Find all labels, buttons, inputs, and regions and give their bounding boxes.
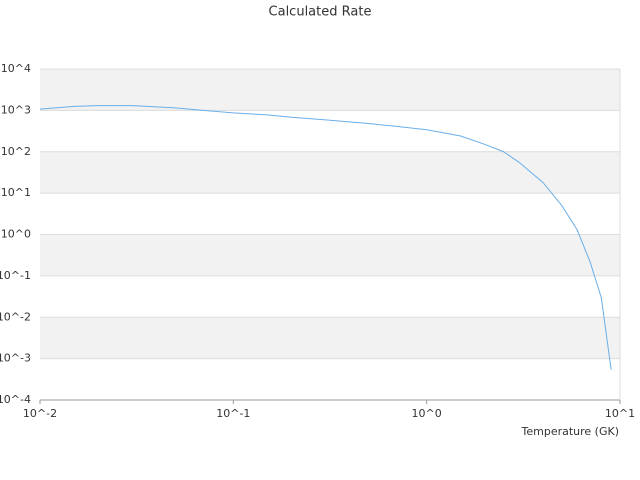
y-tick-label: 10^2 bbox=[1, 145, 31, 158]
band bbox=[40, 193, 620, 235]
band bbox=[40, 69, 620, 111]
x-tick-label: 10^-2 bbox=[23, 407, 57, 420]
band bbox=[40, 275, 620, 318]
y-tick-label: 10^-3 bbox=[0, 352, 31, 365]
y-tick-label: 10^1 bbox=[1, 186, 31, 199]
band bbox=[40, 234, 620, 276]
x-tick-label: 10^1 bbox=[605, 407, 635, 420]
x-axis-label: Temperature (GK) bbox=[521, 425, 620, 438]
y-tick-label: 10^3 bbox=[1, 103, 31, 116]
y-tick-label: 10^-4 bbox=[0, 393, 31, 406]
band bbox=[40, 317, 620, 359]
chart-title: Calculated Rate bbox=[269, 5, 372, 20]
y-tick-label: 10^0 bbox=[1, 228, 31, 241]
x-tick-label: 10^0 bbox=[412, 407, 442, 420]
x-tick-label: 10^-1 bbox=[216, 407, 250, 420]
band bbox=[40, 151, 620, 194]
band bbox=[40, 358, 620, 400]
y-tick-label: 10^-1 bbox=[0, 269, 31, 282]
line bbox=[39, 105, 612, 370]
band bbox=[40, 110, 620, 152]
y-tick-label: 10^4 bbox=[1, 62, 31, 75]
y-tick-label: 10^-2 bbox=[0, 310, 31, 323]
